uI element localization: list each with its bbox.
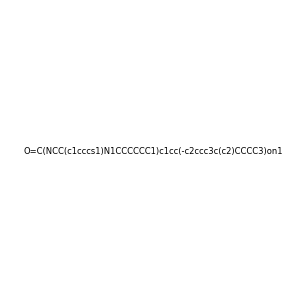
Text: O=C(NCC(c1cccs1)N1CCCCCC1)c1cc(-c2ccc3c(c2)CCCC3)on1: O=C(NCC(c1cccs1)N1CCCCCC1)c1cc(-c2ccc3c(… [24, 147, 284, 156]
